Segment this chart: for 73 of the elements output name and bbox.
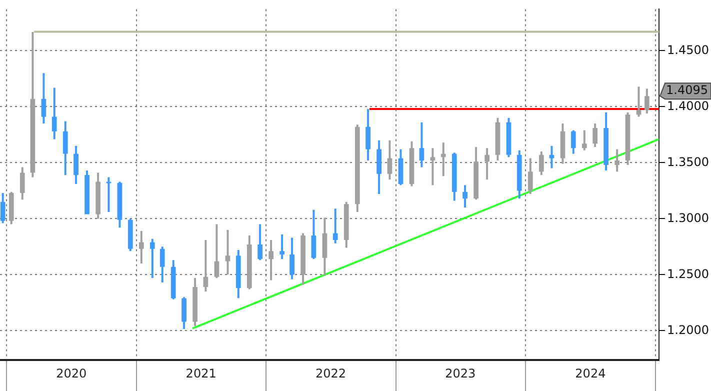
candlestick [160,246,165,283]
candlestick [214,224,220,278]
candlestick [452,152,457,201]
candlestick [538,152,544,176]
candlestick [636,86,642,117]
candlestick [387,140,392,180]
x-tick-label: 2020 [56,366,87,380]
candlestick [366,108,370,160]
candlestick [398,149,404,186]
candlestick [236,250,241,298]
candlestick [8,192,14,224]
text: 1.4095 [666,83,708,98]
candlestick [344,202,349,248]
candlestick [258,224,262,260]
candlestick [625,112,630,165]
x-tick-label: 2022 [315,366,346,380]
candlestick [582,130,587,150]
candlestick [570,130,576,154]
candlestick [419,122,424,168]
y-tick-label: 1.3000 [667,210,709,225]
candlestick [150,238,155,278]
candlestick [170,260,176,300]
candlestick [84,170,90,214]
candlestick [138,231,144,264]
candlestick [644,88,650,114]
candlestick [592,124,598,148]
candlestick [376,140,382,194]
candlestick [106,177,112,212]
candlestick [300,233,306,285]
x-tick-label: 2023 [445,366,476,380]
candlestick [604,112,608,171]
candlestick [474,147,478,200]
candlestick [192,278,198,326]
candlestick [182,297,186,329]
candlestick [332,208,338,244]
candlestick [614,149,620,172]
candlestick [203,240,208,292]
x-tick-label: 2024 [575,366,606,380]
candlestick [495,118,500,160]
candlestick [322,218,328,276]
candlestick [62,121,68,176]
candlestick [409,141,414,186]
candlestick [246,235,252,290]
candlestick [30,32,36,178]
candlestick [430,148,436,186]
candlestick [440,142,446,176]
candlestick [311,210,316,260]
y-tick-label: 1.4000 [667,98,709,113]
y-tick-label: 1.2500 [667,266,709,281]
candlestick [506,118,512,158]
candlestick [528,158,533,194]
candlestick [0,192,6,224]
candlestick [354,124,360,212]
candlestick [41,73,46,124]
candlestick [268,240,274,280]
candlestick [290,238,294,280]
candlestick [516,150,522,199]
x-tick-label: 2021 [186,366,216,380]
candlestick [52,88,57,140]
y-tick-label: 1.4500 [667,42,709,57]
candlestick [280,234,285,260]
y-tick-label: 1.2000 [667,322,709,337]
candlestick [74,146,78,184]
candlestick [484,148,490,180]
candlestick [96,172,100,219]
candlestick [128,218,133,252]
y-tick-label: 1.3500 [667,154,709,169]
candlestick [549,146,554,168]
candlestick [225,230,230,275]
candlestick [560,124,566,164]
candlestick [20,167,25,200]
candlestick [462,185,468,208]
candlestick [117,182,122,228]
